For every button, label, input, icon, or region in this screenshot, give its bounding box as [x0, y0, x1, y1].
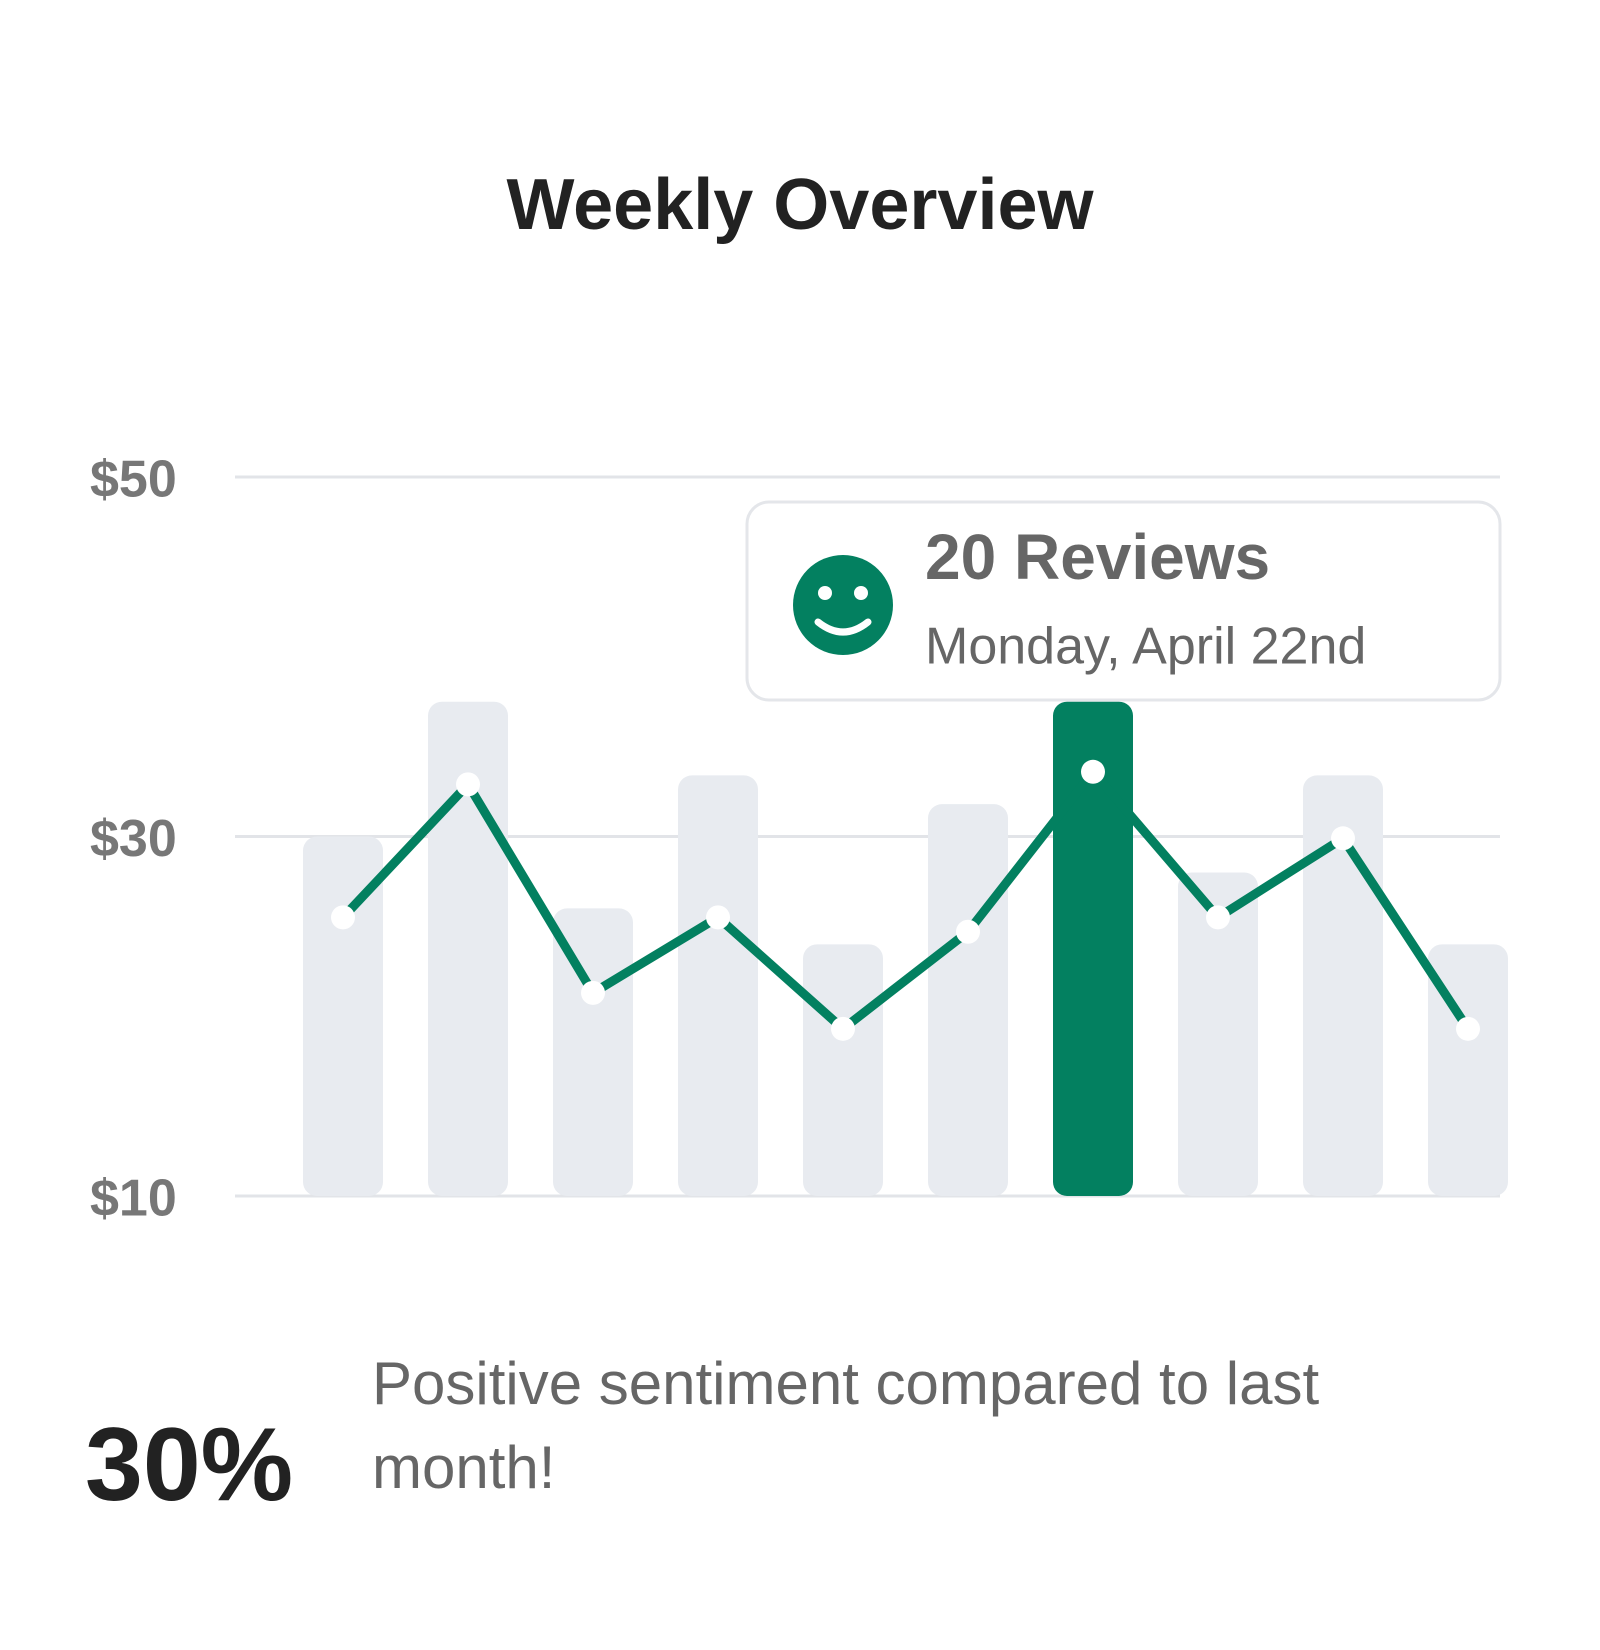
smiley-face — [793, 555, 893, 655]
smiley-mouth — [814, 618, 872, 636]
bar — [1428, 944, 1508, 1196]
bar — [678, 775, 758, 1196]
point — [956, 919, 980, 944]
smiley-eye — [854, 586, 868, 600]
point — [331, 905, 355, 930]
line — [339, 767, 1472, 1034]
bar — [1178, 872, 1258, 1196]
plot: $10 $30 $50 — [90, 451, 1508, 1228]
tooltip-title: 20 Reviews — [925, 521, 1270, 593]
y-tick-label: $30 — [90, 810, 177, 868]
point — [1206, 905, 1230, 930]
point — [706, 905, 730, 930]
point — [456, 772, 480, 797]
bar — [1303, 775, 1383, 1196]
highlighted-bar — [1053, 701, 1133, 1196]
chart-title: Weekly Overview — [506, 165, 1094, 245]
point — [831, 1016, 855, 1041]
summary-text: Positive sentiment compared to last mont… — [372, 1350, 1320, 1501]
tooltip: 20 Reviews Monday, April 22nd — [745, 500, 1502, 702]
point — [1331, 826, 1355, 851]
bar — [803, 944, 883, 1196]
tooltip-subtitle: Monday, April 22nd — [925, 618, 1366, 676]
point — [1456, 1016, 1480, 1041]
summary-value: 30% — [85, 1407, 294, 1523]
bar — [928, 804, 1008, 1196]
point — [581, 980, 605, 1005]
smiley-eye — [818, 586, 832, 600]
y-tick-label: $50 — [90, 451, 177, 509]
tooltip-box — [745, 500, 1502, 702]
y-tick-label: $10 — [90, 1170, 177, 1228]
bar — [303, 836, 383, 1196]
point — [1081, 759, 1105, 784]
